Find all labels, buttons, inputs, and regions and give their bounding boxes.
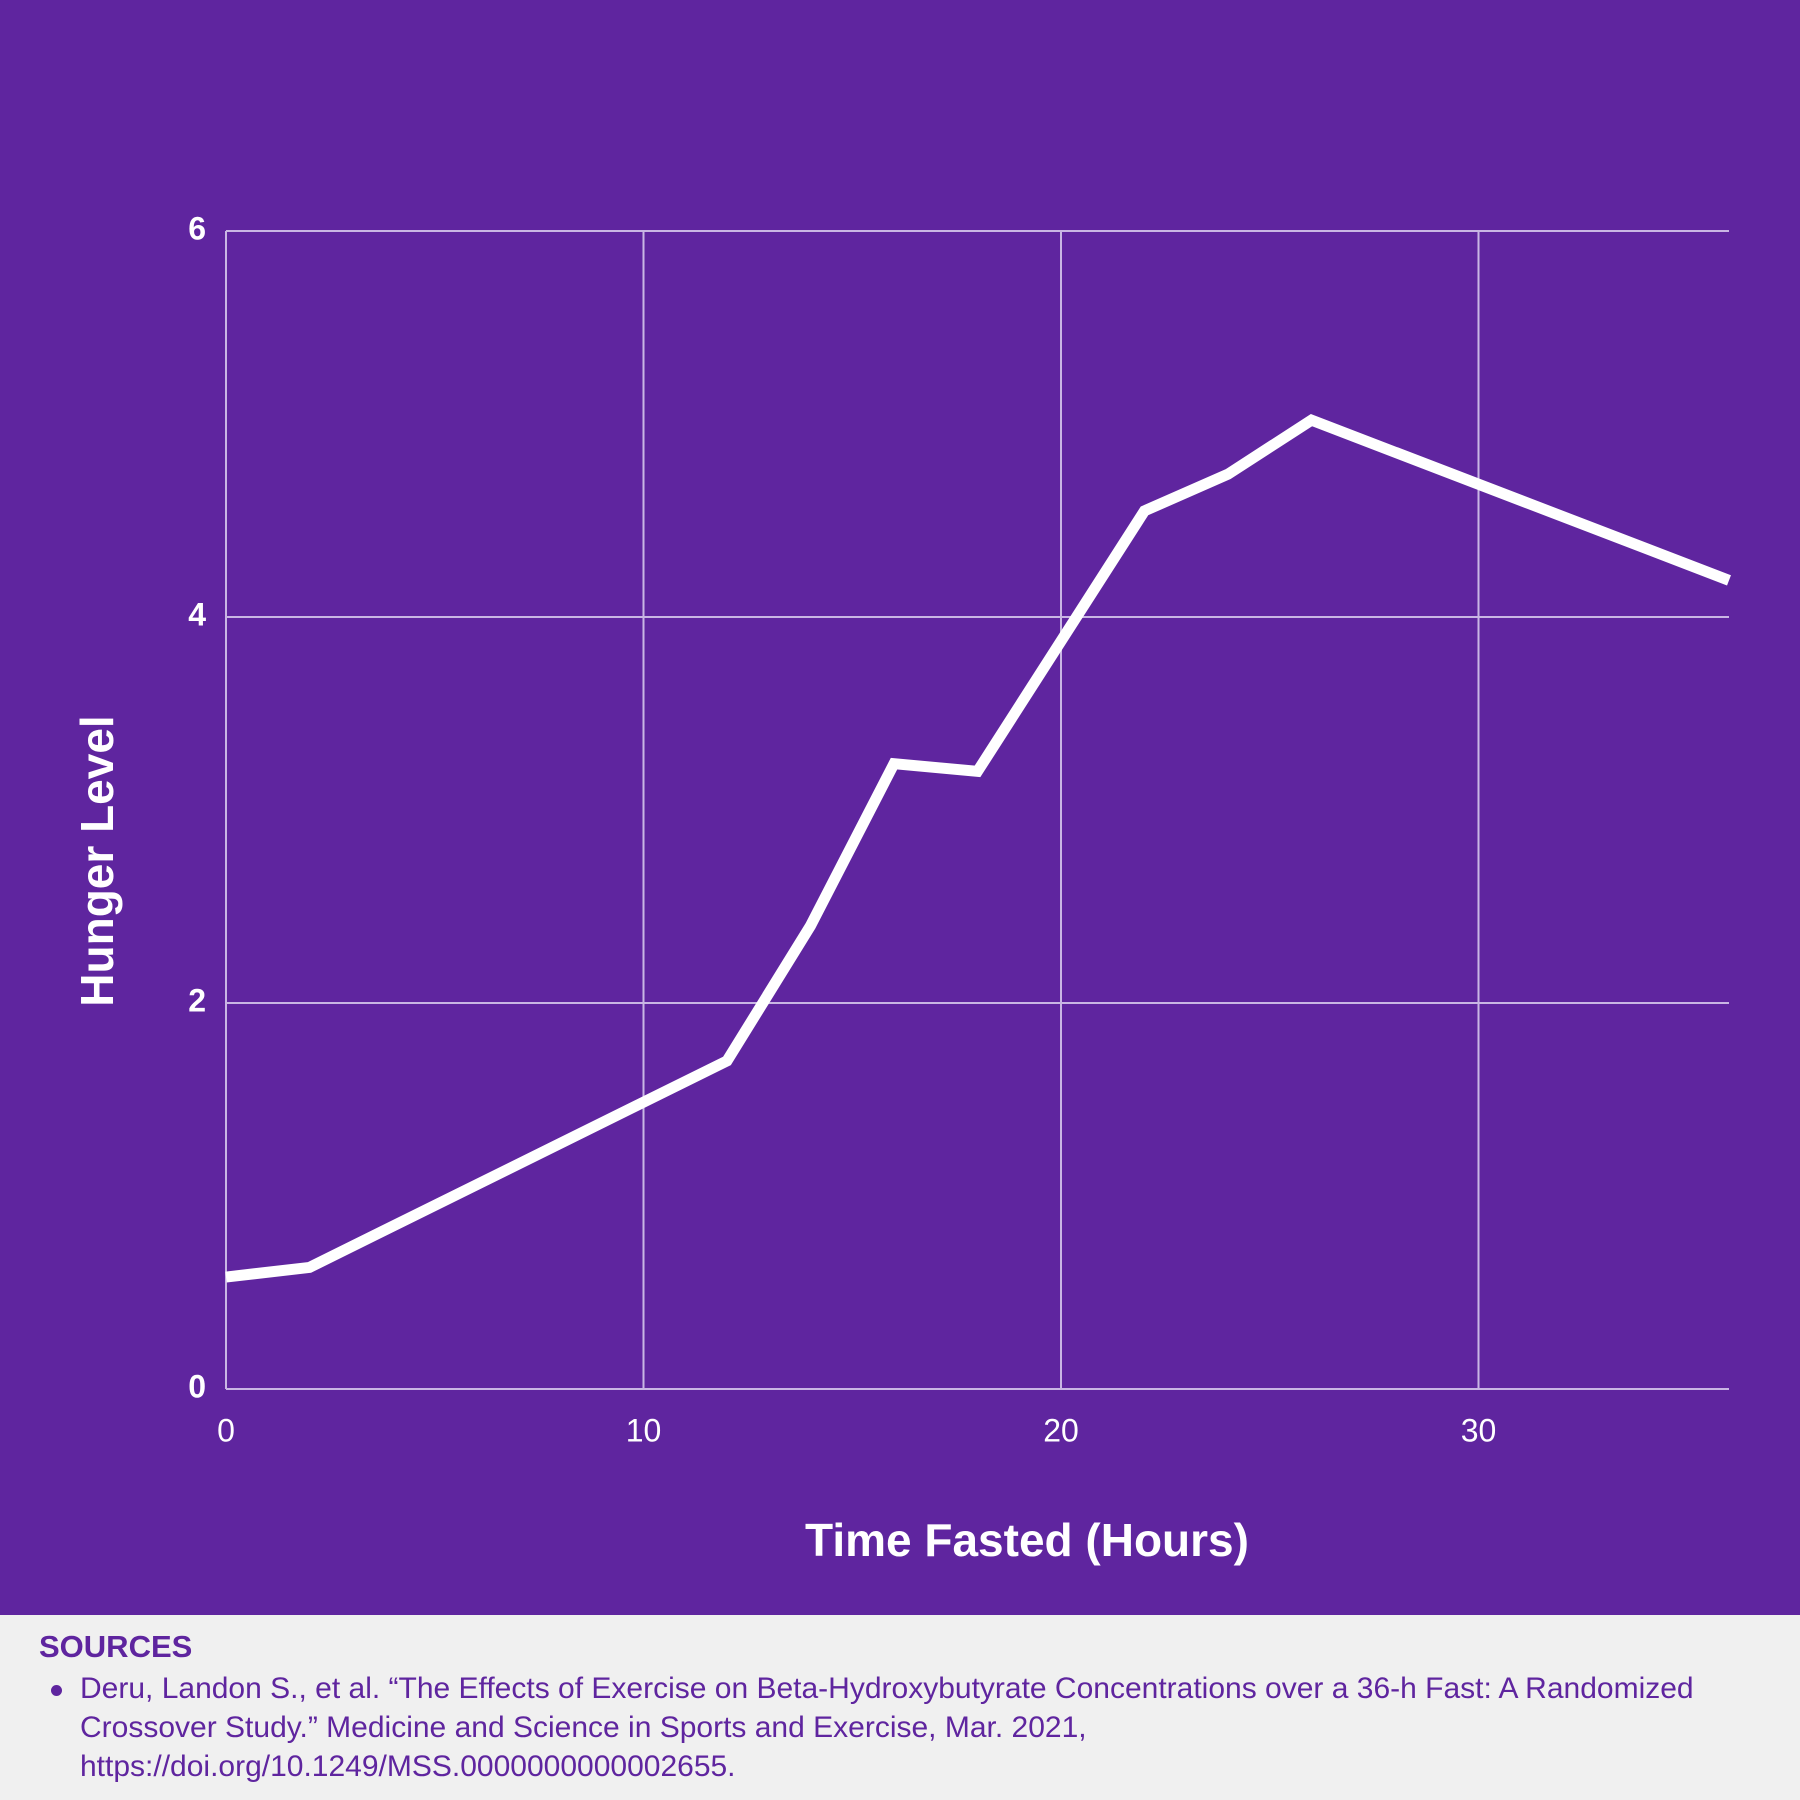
sources-heading: SOURCES — [39, 1629, 193, 1664]
x-tick-label: 20 — [1043, 1412, 1079, 1448]
y-tick-label: 2 — [188, 982, 206, 1018]
y-tick-label: 0 — [188, 1368, 206, 1404]
x-tick-label: 10 — [626, 1412, 662, 1448]
sources-panel: SOURCES Deru, Landon S., et al. “The Eff… — [0, 1615, 1800, 1800]
x-tick-label: 30 — [1461, 1412, 1497, 1448]
chart: Time Fasted (Hours) Hunger Level 0 2 4 6 0 10… — [0, 0, 1800, 1615]
y-tick-label: 6 — [188, 210, 206, 246]
x-axis-title: Time Fasted (Hours) — [805, 1514, 1249, 1566]
y-tick-label: 4 — [188, 596, 206, 632]
y-axis-title: Hunger Level — [71, 715, 123, 1006]
data-line — [225, 414, 1731, 1283]
sources-list: Deru, Landon S., et al. “The Effects of … — [0, 1669, 1730, 1786]
x-tick-label: 0 — [217, 1412, 235, 1448]
source-item: Deru, Landon S., et al. “The Effects of … — [51, 1669, 1730, 1786]
